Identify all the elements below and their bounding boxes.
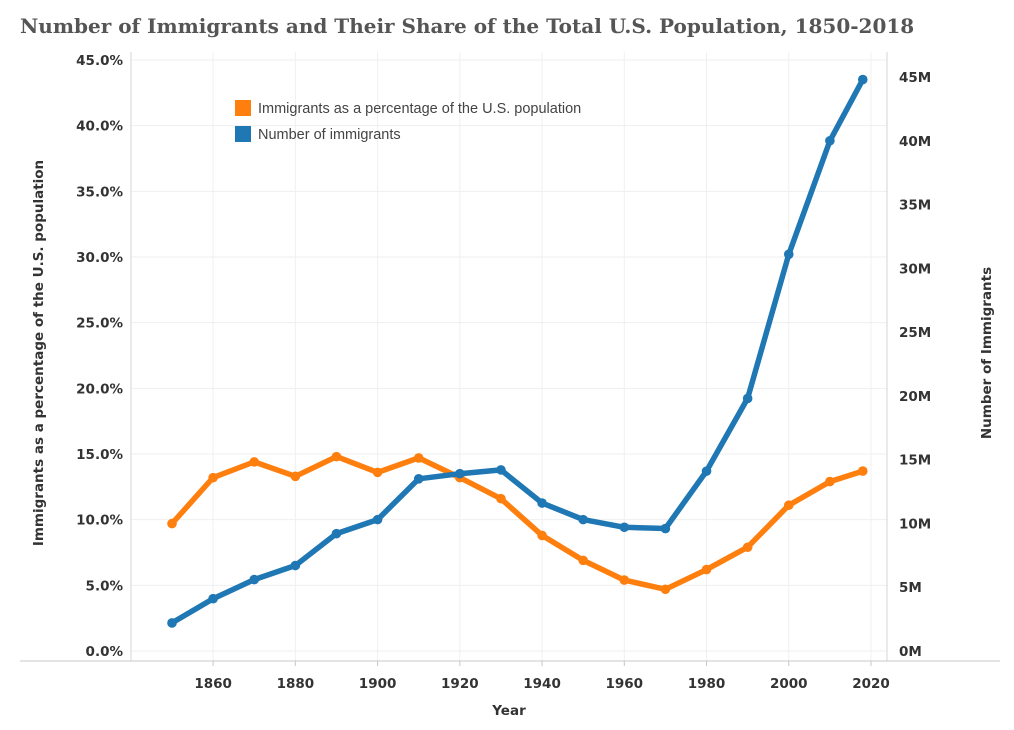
legend-swatch [235, 100, 251, 116]
right-tick-label: 35M [899, 198, 931, 214]
legend-swatch [235, 126, 251, 142]
left-tick-label: 35.0% [76, 184, 123, 200]
x-tick-label: 1980 [688, 676, 726, 692]
left-tick-label: 5.0% [86, 578, 124, 594]
data-point[interactable] [578, 555, 588, 566]
right-tick-label: 25M [899, 325, 931, 341]
data-point[interactable] [208, 593, 218, 604]
axes [20, 52, 1000, 662]
left-tick-label: 40.0% [76, 119, 123, 135]
data-point[interactable] [825, 476, 835, 487]
x-tick-label: 1860 [194, 676, 232, 692]
data-point[interactable] [496, 493, 506, 504]
right-tick-label: 20M [899, 389, 931, 405]
series-layer [167, 74, 868, 628]
x-tick-label: 1900 [359, 676, 397, 692]
data-point[interactable] [619, 575, 630, 585]
series-number [167, 74, 868, 628]
data-point[interactable] [167, 518, 177, 529]
left-tick-label: 20.0% [76, 381, 123, 397]
data-point[interactable] [290, 471, 301, 482]
data-point[interactable] [455, 468, 465, 479]
legend-label: Immigrants as a percentage of the U.S. p… [258, 101, 581, 117]
data-point[interactable] [249, 574, 260, 585]
right-tick-label: 10M [899, 516, 931, 532]
data-point[interactable] [290, 560, 301, 571]
data-point[interactable] [372, 467, 383, 478]
data-point[interactable] [537, 498, 547, 508]
data-point[interactable] [701, 564, 712, 575]
legend-label: Number of immigrants [258, 127, 401, 143]
data-point[interactable] [619, 522, 630, 533]
left-tick-label: 0.0% [86, 644, 124, 660]
data-point[interactable] [660, 584, 671, 595]
x-tick-label: 2020 [852, 676, 890, 692]
left-axis-ticks: 0.0% 5.0% 10.0% 15.0% 20.0% 25.0% 30.0% 35.0% 40… [76, 53, 123, 660]
left-tick-label: 45.0% [76, 53, 123, 69]
data-point[interactable] [331, 451, 342, 462]
x-tick-label: 1960 [606, 676, 644, 692]
data-point[interactable] [331, 528, 342, 539]
right-tick-label: 0M [899, 644, 922, 660]
left-tick-label: 15.0% [76, 447, 123, 463]
data-point[interactable] [578, 514, 588, 525]
chart-title: Number of Immigrants and Their Share of … [20, 14, 915, 38]
data-point[interactable] [742, 393, 753, 404]
data-point[interactable] [249, 457, 260, 467]
data-point[interactable] [413, 474, 424, 484]
right-tick-label: 30M [899, 261, 931, 277]
right-tick-label: 15M [899, 453, 931, 469]
data-point[interactable] [857, 466, 868, 476]
left-tick-label: 30.0% [76, 250, 123, 266]
x-tick-label: 2000 [770, 676, 808, 692]
data-point[interactable] [208, 472, 218, 483]
left-tick-label: 10.0% [76, 513, 123, 529]
right-tick-label: 5M [899, 580, 922, 596]
data-point[interactable] [742, 542, 753, 553]
data-point[interactable] [413, 453, 424, 463]
data-point[interactable] [701, 466, 712, 476]
data-point[interactable] [496, 465, 506, 475]
x-axis-ticks: 1860 1880 1900 1920 1940 1960 1980 2000 2020 [194, 661, 890, 692]
x-axis-title: Year [491, 703, 526, 719]
x-tick-label: 1940 [523, 676, 561, 692]
data-point[interactable] [825, 135, 835, 146]
right-tick-label: 45M [899, 70, 931, 86]
legend-item[interactable]: Number of immigrants [235, 126, 401, 143]
gridlines [131, 52, 887, 661]
left-axis-title: Immigrants as a percentage of the U.S. p… [31, 160, 47, 546]
right-axis-ticks: 0M 5M 10M 15M 20M 25M 30M 35M 40M 45M [899, 70, 931, 660]
data-point[interactable] [783, 500, 794, 511]
data-point[interactable] [783, 249, 794, 260]
legend-item[interactable]: Immigrants as a percentage of the U.S. p… [235, 100, 581, 117]
right-axis-title: Number of Immigrants [979, 267, 995, 439]
x-tick-label: 1880 [277, 676, 315, 692]
data-point[interactable] [537, 530, 547, 541]
data-point[interactable] [372, 514, 383, 525]
legend[interactable]: Immigrants as a percentage of the U.S. p… [235, 100, 581, 143]
series-line [169, 453, 866, 593]
data-point[interactable] [660, 523, 671, 534]
x-tick-label: 1920 [441, 676, 479, 692]
data-point[interactable] [167, 618, 177, 628]
data-point[interactable] [857, 74, 868, 85]
right-tick-label: 40M [899, 134, 931, 150]
left-tick-label: 25.0% [76, 316, 123, 332]
series-line [169, 76, 866, 626]
